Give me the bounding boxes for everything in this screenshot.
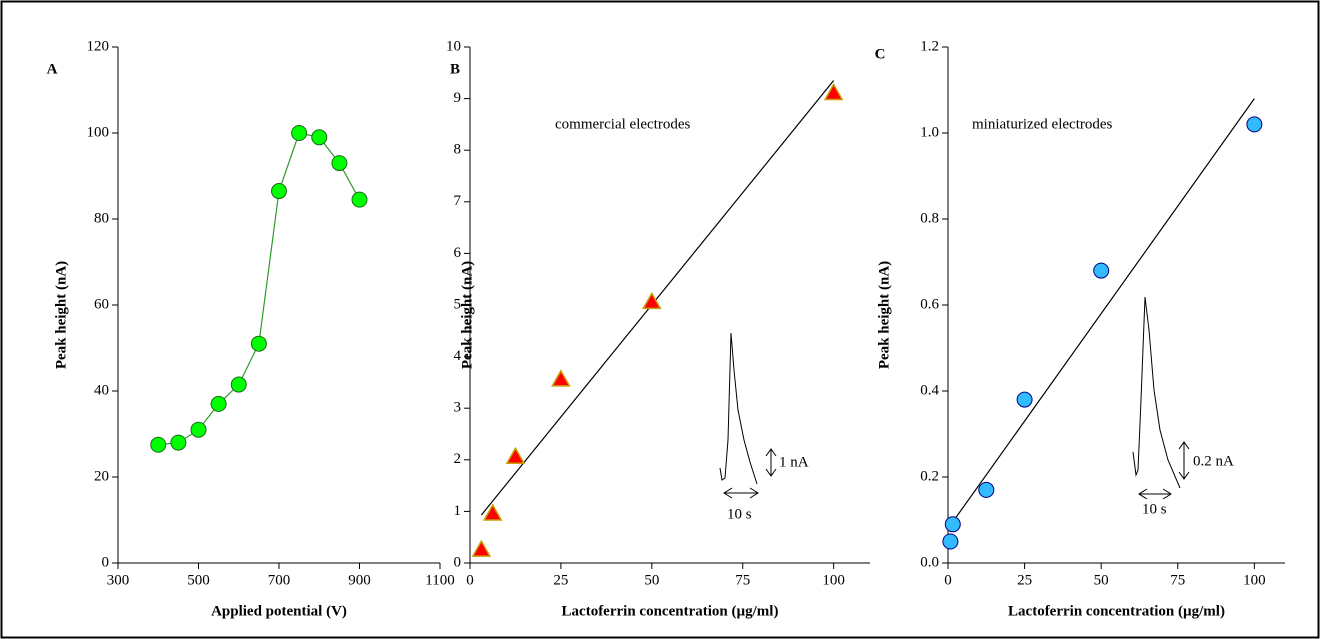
marker bbox=[482, 503, 503, 521]
marker bbox=[170, 434, 187, 451]
fit-line bbox=[480, 80, 835, 516]
y-tick-label: 0 bbox=[102, 554, 110, 570]
y-tick-label: 10 bbox=[446, 38, 461, 54]
marker bbox=[505, 446, 526, 464]
x-tick-label: 75 bbox=[735, 572, 750, 588]
x-axis-label: Applied potential (V) bbox=[211, 603, 347, 619]
marker bbox=[331, 155, 348, 172]
inset-b bbox=[719, 332, 777, 499]
marker bbox=[210, 395, 227, 412]
y-tick-label: 100 bbox=[87, 124, 110, 140]
x-tick-label: 50 bbox=[644, 572, 659, 588]
y-tick-label: 1 bbox=[454, 503, 462, 519]
marker bbox=[291, 125, 308, 141]
y-tick-label: 40 bbox=[94, 382, 109, 398]
y-tick-label: 0.8 bbox=[920, 210, 939, 226]
scale-arrow bbox=[723, 487, 759, 499]
panel-label: C bbox=[875, 46, 886, 62]
annotation: 10 s bbox=[727, 506, 752, 522]
x-tick-label: 25 bbox=[553, 572, 568, 588]
marker bbox=[823, 82, 844, 101]
marker bbox=[1016, 391, 1033, 408]
x-tick-label: 500 bbox=[187, 572, 210, 588]
marker bbox=[642, 291, 662, 310]
y-tick-label: 1.2 bbox=[920, 38, 939, 54]
marker bbox=[944, 516, 961, 533]
panel-label: B bbox=[450, 61, 460, 77]
y-axis-label: Peak height (nA) bbox=[459, 261, 475, 369]
peak-trace bbox=[719, 332, 758, 485]
y-tick-label: 80 bbox=[94, 210, 109, 226]
marker bbox=[150, 436, 167, 453]
y-tick-label: 9 bbox=[454, 90, 462, 106]
y-tick-label: 6 bbox=[454, 245, 462, 261]
x-tick-label: 1100 bbox=[425, 572, 454, 588]
y-tick-label: 0.4 bbox=[920, 382, 939, 398]
x-tick-label: 0 bbox=[944, 572, 952, 588]
marker bbox=[230, 376, 247, 393]
x-tick-label: 0 bbox=[466, 572, 474, 588]
y-tick-label: 120 bbox=[87, 38, 110, 54]
x-tick-label: 75 bbox=[1170, 572, 1185, 588]
marker bbox=[978, 481, 995, 498]
scale-arrow bbox=[765, 448, 777, 477]
marker bbox=[942, 533, 959, 550]
panel-label: A bbox=[47, 61, 58, 77]
y-tick-label: 7 bbox=[454, 193, 462, 209]
series-line bbox=[158, 132, 361, 446]
y-tick-label: 0.2 bbox=[920, 468, 939, 484]
marker bbox=[1093, 262, 1110, 279]
y-tick-label: 0.6 bbox=[920, 296, 939, 312]
peak-trace bbox=[1132, 296, 1181, 489]
marker bbox=[190, 421, 207, 438]
annotation: 0.2 nA bbox=[1193, 453, 1234, 469]
y-tick-label: 0.0 bbox=[920, 554, 939, 570]
y-tick-label: 20 bbox=[94, 468, 109, 484]
marker bbox=[271, 183, 287, 200]
x-tick-label: 25 bbox=[1017, 572, 1032, 588]
x-tick-label: 50 bbox=[1094, 572, 1109, 588]
x-tick-label: 100 bbox=[822, 572, 845, 588]
y-tick-label: 5 bbox=[454, 296, 462, 312]
x-tick-label: 700 bbox=[268, 572, 291, 588]
scale-arrow bbox=[1138, 488, 1172, 500]
y-tick-label: 3 bbox=[454, 400, 462, 416]
y-tick-label: 8 bbox=[454, 142, 462, 158]
marker bbox=[1246, 116, 1263, 133]
y-tick-label: 1.0 bbox=[920, 124, 939, 140]
marker bbox=[250, 335, 267, 352]
y-tick-label: 4 bbox=[454, 348, 462, 364]
x-axis-label: Lactoferrin concentration (µg/ml) bbox=[562, 603, 779, 619]
y-tick-label: 2 bbox=[454, 451, 462, 467]
annotation: commercial electrodes bbox=[555, 116, 691, 132]
x-tick-label: 300 bbox=[107, 572, 130, 588]
annotation: 1 nA bbox=[779, 454, 809, 470]
y-axis-label: Peak height (nA) bbox=[876, 261, 892, 369]
scale-arrow bbox=[1178, 441, 1190, 480]
y-tick-label: 60 bbox=[94, 296, 109, 312]
marker bbox=[551, 369, 571, 387]
annotation: 10 s bbox=[1142, 501, 1167, 517]
marker bbox=[351, 191, 368, 208]
y-tick-label: 0 bbox=[454, 554, 462, 570]
x-tick-label: 100 bbox=[1243, 572, 1266, 588]
inset-c bbox=[1132, 296, 1190, 500]
y-axis-label: Peak height (nA) bbox=[53, 261, 69, 369]
x-axis-label: Lactoferrin concentration (µg/ml) bbox=[1008, 603, 1225, 619]
fit-line bbox=[950, 98, 1255, 525]
marker bbox=[311, 129, 328, 146]
annotation: miniaturized electrodes bbox=[972, 116, 1113, 132]
marker bbox=[471, 539, 492, 557]
x-tick-label: 900 bbox=[348, 572, 371, 588]
